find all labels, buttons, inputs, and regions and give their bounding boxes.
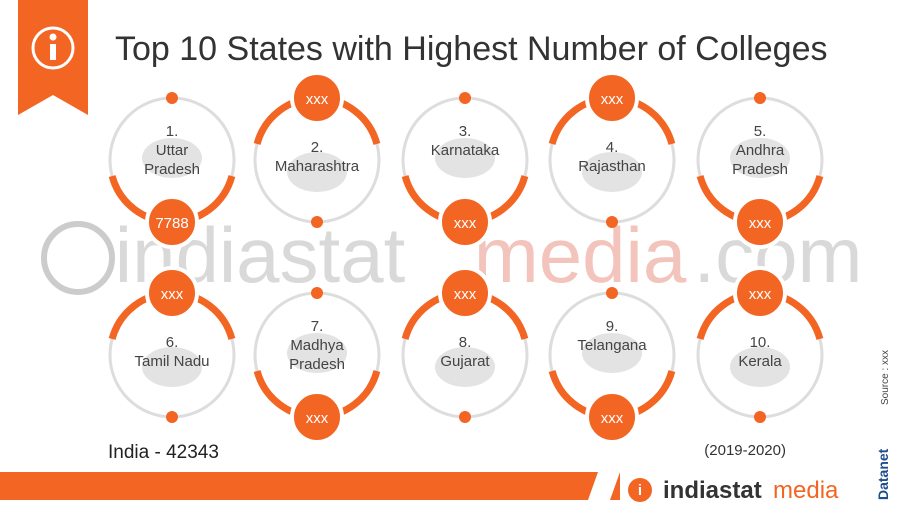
state-name: Kerala xyxy=(738,353,782,370)
dot xyxy=(606,216,618,228)
state-rank: 9. xyxy=(605,318,619,335)
state-name: Gujarat xyxy=(440,353,490,370)
badge xyxy=(438,195,492,249)
state-rank: 10. xyxy=(749,334,771,351)
footer-cut xyxy=(588,472,620,500)
state-rank: 2. xyxy=(310,139,324,156)
badge xyxy=(438,266,492,320)
state-value: xxx xyxy=(306,91,329,108)
state-name: Rajasthan xyxy=(578,158,646,175)
footer-logo-icon xyxy=(628,478,652,502)
state-rank: 7. xyxy=(310,318,324,335)
state-rank: 6. xyxy=(165,334,179,351)
title: Top 10 States with Highest Number of Col… xyxy=(115,30,827,68)
badge xyxy=(290,390,344,444)
badge xyxy=(585,390,639,444)
dot xyxy=(459,411,471,423)
period: (2019-2020) xyxy=(704,442,786,459)
info-icon-bar xyxy=(50,44,56,60)
badge xyxy=(733,266,787,320)
state-value: xxx xyxy=(749,286,772,303)
state-map xyxy=(730,138,790,178)
state-name: Madhya Pradesh xyxy=(289,337,345,373)
state-name: Tamil Nadu xyxy=(134,353,210,370)
state-map xyxy=(287,333,347,373)
state-map xyxy=(142,138,202,178)
badge xyxy=(733,195,787,249)
footer-logo-part1: indiastat xyxy=(663,477,762,504)
dot xyxy=(459,92,471,104)
dot xyxy=(606,287,618,299)
info-icon-dot xyxy=(49,33,57,41)
state-name: Telangana xyxy=(577,337,647,354)
footer-bar xyxy=(0,472,620,500)
dot xyxy=(311,287,323,299)
state-value: xxx xyxy=(454,286,477,303)
badge xyxy=(290,71,344,125)
watermark-icon xyxy=(41,221,115,295)
dot xyxy=(166,411,178,423)
state-map xyxy=(435,347,495,387)
footer-logo-i: i xyxy=(638,482,642,499)
state-name: Andhra Pradesh xyxy=(732,142,788,178)
state-rank: 1. xyxy=(165,123,179,140)
state-value: xxx xyxy=(306,410,329,427)
state-name: Uttar Pradesh xyxy=(144,142,200,178)
state-map xyxy=(287,152,347,192)
state-value: xxx xyxy=(601,410,624,427)
watermark-mid: media xyxy=(474,211,687,299)
state-name: Maharashtra xyxy=(274,158,360,175)
state-map xyxy=(435,138,495,178)
state-map xyxy=(142,347,202,387)
dot xyxy=(754,92,766,104)
state-map xyxy=(582,152,642,192)
state-map xyxy=(582,333,642,373)
state-rank: 8. xyxy=(458,334,472,351)
state-value: 7788 xyxy=(155,215,188,232)
badge xyxy=(145,195,199,249)
state-value: xxx xyxy=(601,91,624,108)
info-icon xyxy=(31,26,75,70)
footer-logo-part2: media xyxy=(773,477,839,504)
total: India - 42343 xyxy=(108,442,219,463)
dot xyxy=(166,92,178,104)
dot xyxy=(311,216,323,228)
state-map xyxy=(730,347,790,387)
state-rank: 4. xyxy=(605,139,619,156)
source: Source : xxx xyxy=(880,350,891,405)
state-value: xxx xyxy=(454,215,477,232)
state-rank: 5. xyxy=(753,123,767,140)
state-name: Karnataka xyxy=(430,142,500,159)
dot xyxy=(754,411,766,423)
state-value: xxx xyxy=(161,286,184,303)
badge xyxy=(585,71,639,125)
state-rank: 3. xyxy=(458,123,472,140)
brand: Datanet xyxy=(875,448,891,500)
badge xyxy=(145,266,199,320)
state-value: xxx xyxy=(749,215,772,232)
